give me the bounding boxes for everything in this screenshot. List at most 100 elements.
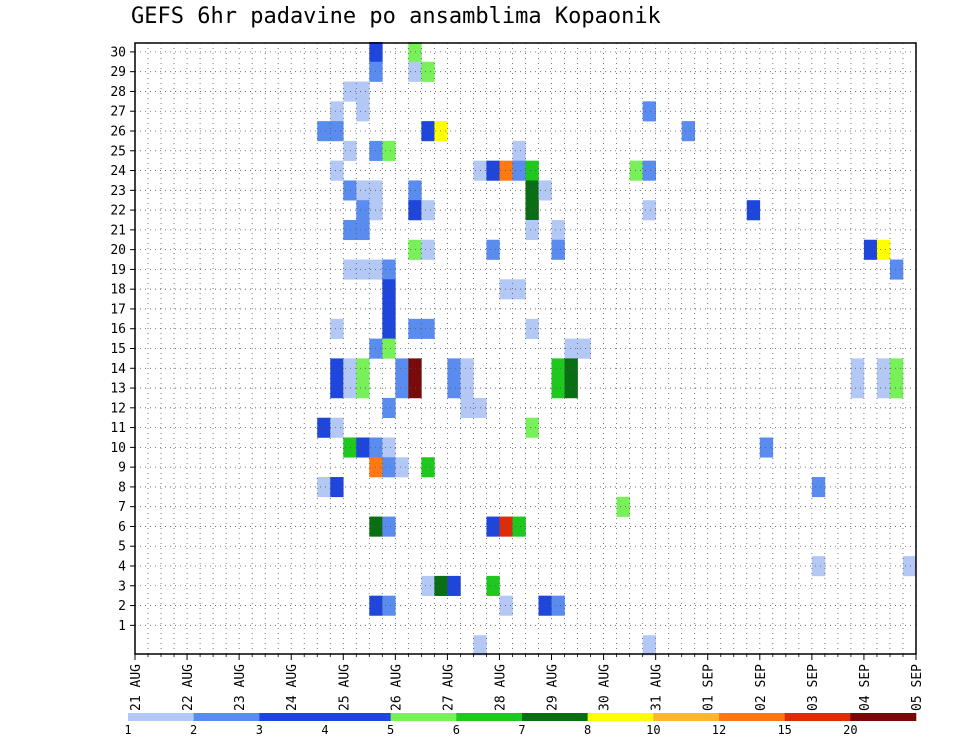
heatmap-cell <box>356 81 370 102</box>
heatmap-cell <box>811 477 826 498</box>
legend-swatch <box>325 713 391 721</box>
heatmap-cell <box>421 575 435 596</box>
heatmap-cell <box>447 358 461 379</box>
heatmap-cell <box>447 575 461 596</box>
heatmap-cell <box>382 279 396 300</box>
heatmap-cell <box>460 378 474 399</box>
y-axis: 1234567891011121314151617181920212223242… <box>110 45 135 634</box>
y-tick-label: 5 <box>118 540 126 555</box>
x-tick-label: 22 AUG <box>181 664 196 711</box>
heatmap-cell <box>850 378 865 399</box>
y-tick-label: 24 <box>110 164 126 179</box>
heatmap-cell <box>512 516 526 537</box>
y-tick-label: 2 <box>118 599 126 614</box>
heatmap-cell <box>330 378 344 399</box>
heatmap-cell <box>577 338 591 359</box>
legend-label: 3 <box>256 723 263 737</box>
heatmap-cell <box>460 358 474 379</box>
legend-swatch <box>850 713 917 721</box>
heatmap-cell <box>382 299 396 320</box>
heatmap-cell <box>499 279 513 300</box>
heatmap-cell <box>551 378 565 399</box>
y-tick-label: 27 <box>110 105 126 120</box>
chart-title: GEFS 6hr padavine po ansamblima Kopaonik <box>131 4 661 29</box>
heatmap-cell <box>746 200 761 221</box>
legend-label: 7 <box>518 723 525 737</box>
heatmap-cell <box>421 457 435 478</box>
heatmap-cell <box>642 101 656 122</box>
heatmap-cell <box>512 279 526 300</box>
y-tick-label: 6 <box>118 520 126 535</box>
heatmap-cell <box>876 378 891 399</box>
x-tick-label: 21 AUG <box>129 664 144 711</box>
heatmap-cell <box>486 575 500 596</box>
heatmap-cell <box>564 378 578 399</box>
heatmap-cell <box>876 239 891 260</box>
legend-swatch <box>456 713 523 721</box>
heatmap-cell <box>876 358 891 379</box>
heatmap-cell <box>382 437 396 458</box>
heatmap-cell <box>889 378 904 399</box>
y-tick-label: 21 <box>110 223 126 238</box>
grid-lines <box>135 43 916 654</box>
heatmap-cell <box>525 417 539 438</box>
heatmap-cell <box>330 101 344 122</box>
heatmap-cell <box>564 338 578 359</box>
heatmap-cell <box>343 180 357 201</box>
y-tick-label: 13 <box>110 382 126 397</box>
heatmap-cell <box>382 259 396 280</box>
heatmap-cell <box>486 239 500 260</box>
y-tick-label: 19 <box>110 263 126 278</box>
y-tick-label: 11 <box>110 421 126 436</box>
heatmap-cell <box>525 318 539 339</box>
x-tick-label: 05 SEP <box>910 664 925 711</box>
y-tick-label: 25 <box>110 144 126 159</box>
heatmap-cell <box>317 121 331 142</box>
heatmap-cell <box>356 180 370 201</box>
heatmap-cell <box>564 358 578 379</box>
heatmap-cell <box>889 259 904 280</box>
y-tick-label: 15 <box>110 342 126 357</box>
y-tick-label: 1 <box>118 619 126 634</box>
y-tick-label: 18 <box>110 283 126 298</box>
heatmap-cell <box>356 358 370 379</box>
heatmap-cell <box>551 239 565 260</box>
legend-label: 4 <box>321 723 328 737</box>
heatmap-cell <box>395 358 409 379</box>
y-tick-label: 14 <box>110 362 126 377</box>
heatmap-cell <box>382 140 396 161</box>
heatmap-cell <box>421 61 435 82</box>
heatmap-cell <box>434 575 448 596</box>
legend-label: 2 <box>190 723 197 737</box>
y-tick-label: 16 <box>110 322 126 337</box>
y-tick-label: 3 <box>118 579 126 594</box>
y-tick-label: 4 <box>118 560 126 575</box>
heatmap-cell <box>382 318 396 339</box>
heatmap-cell <box>343 140 357 161</box>
x-tick-label: 30 AUG <box>598 664 613 711</box>
heatmap-cell <box>486 160 500 181</box>
x-tick-label: 29 AUG <box>546 664 561 711</box>
heatmap-cell <box>499 595 513 616</box>
y-tick-label: 17 <box>110 302 126 317</box>
x-tick-label: 23 AUG <box>233 664 248 711</box>
heatmap-cell <box>356 378 370 399</box>
x-tick-label: 24 AUG <box>285 664 300 711</box>
legend-swatch <box>653 713 720 721</box>
heatmap-cell <box>382 457 396 478</box>
heatmap-cell <box>356 437 370 458</box>
heatmap-cell <box>551 595 565 616</box>
heatmap-cell <box>317 477 331 498</box>
heatmap-cell <box>499 160 513 181</box>
legend-swatch <box>784 713 851 721</box>
heatmap-cell <box>850 358 865 379</box>
legend-label: 8 <box>584 723 591 737</box>
legend-label: 1 <box>124 723 131 737</box>
heatmap-cell <box>525 180 539 201</box>
heatmap-cell <box>395 457 409 478</box>
heatmap-cell <box>382 516 396 537</box>
y-tick-label: 12 <box>110 401 126 416</box>
heatmap-cell <box>434 121 448 142</box>
heatmap-cell <box>551 358 565 379</box>
x-tick-label: 25 AUG <box>337 664 352 711</box>
